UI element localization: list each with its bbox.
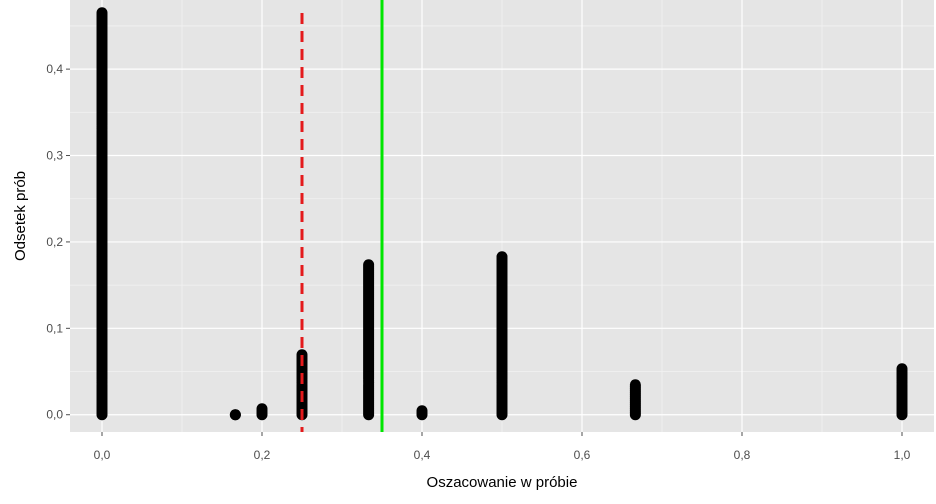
y-tick-label: 0,4 [46,62,63,76]
y-tick-label: 0,3 [46,149,63,163]
x-tick-label: 1,0 [894,448,911,462]
data-point [896,363,908,375]
data-points [96,7,908,421]
x-tick-label: 0,6 [574,448,591,462]
data-point [256,403,268,415]
reference-lines [300,0,384,432]
x-tick-label: 0,2 [254,448,271,462]
data-point [496,251,508,263]
x-axis: 0,0 0,2 0,4 0,6 0,8 1,0 [94,432,911,462]
y-axis: 0,0 0,1 0,2 0,3 0,4 [46,62,70,422]
x-tick-label: 0,4 [414,448,431,462]
x-axis-title: Oszacowanie w próbie [427,474,578,491]
data-point [296,349,308,361]
y-tick-label: 0,1 [46,321,63,335]
x-tick-label: 0,8 [734,448,751,462]
data-point [363,259,375,271]
data-point [416,405,428,417]
data-point [629,379,641,391]
y-axis-title: Odsetek prób [12,171,29,261]
data-point [96,7,108,19]
y-tick-label: 0,2 [46,235,63,249]
x-tick-label: 0,0 [94,448,111,462]
data-point [229,409,241,421]
y-tick-label: 0,0 [46,408,63,422]
